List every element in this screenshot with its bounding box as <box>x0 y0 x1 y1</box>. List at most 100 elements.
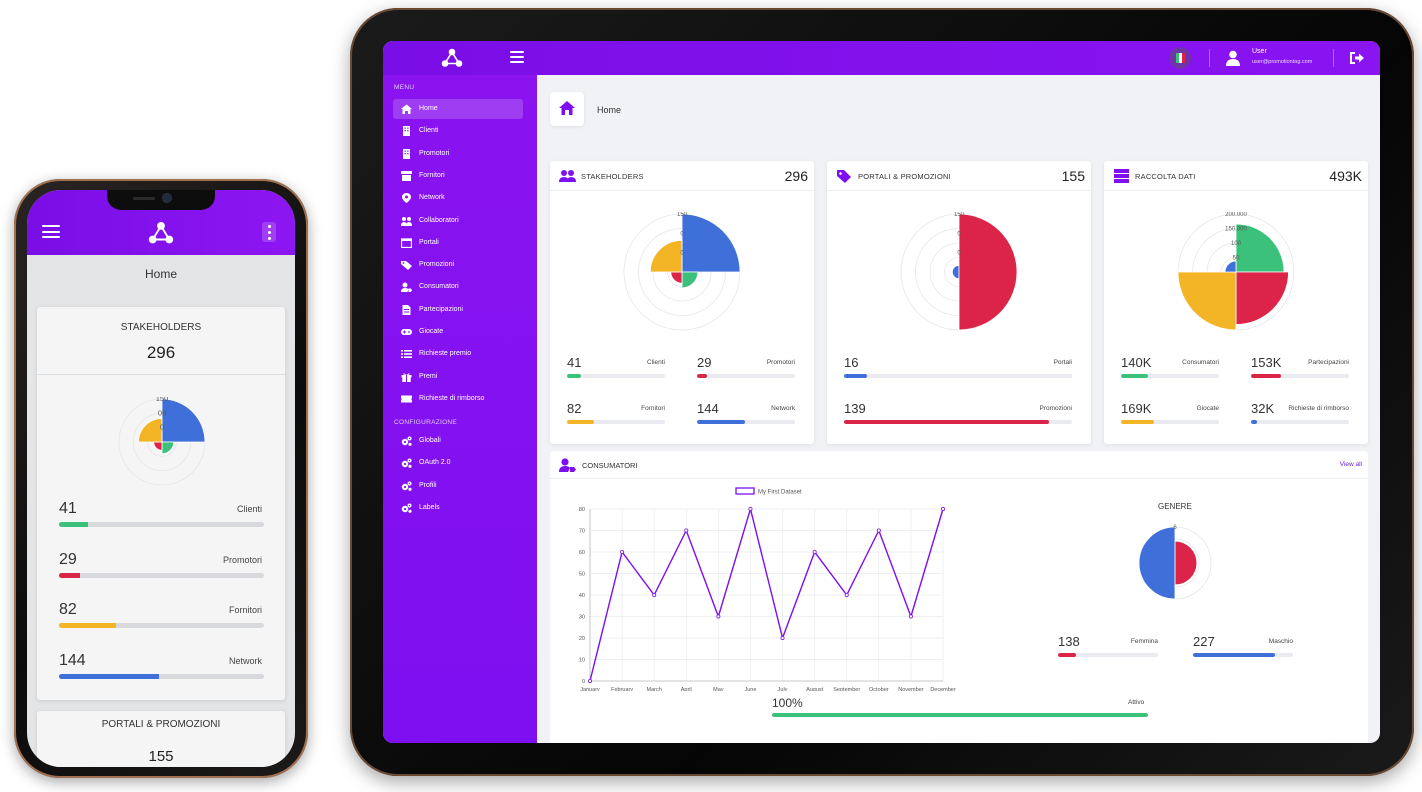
sidebar-heading-config: CONFIGURAZIONE <box>394 419 458 426</box>
sidebar-item-label: Labels <box>419 503 440 511</box>
tablet-screen: User user@promotiontag.com MENU Home Clie… <box>383 41 1380 743</box>
cogs-icon <box>401 503 412 513</box>
sidebar-item-promozioni[interactable]: Promozioni <box>393 255 523 275</box>
sidebar-item-label: OAuth 2.0 <box>419 459 451 467</box>
stat-progress-bar <box>697 420 795 424</box>
view-all-link[interactable]: View all <box>1339 461 1362 468</box>
card-header: CONSUMATORI View all <box>550 451 1368 479</box>
sidebar-item-label: Richieste di rimborso <box>419 394 485 402</box>
polar-slice <box>1174 540 1198 586</box>
sidebar-item-globali[interactable]: Globali <box>393 431 523 451</box>
hamburger-menu-icon[interactable] <box>42 225 60 239</box>
user-icon[interactable] <box>1226 50 1240 66</box>
header-divider <box>1209 49 1210 67</box>
card-title: STAKEHOLDERS <box>120 322 202 333</box>
sidebar-item-network[interactable]: Network <box>393 188 523 208</box>
polar-tick-label: 0 <box>680 251 684 257</box>
x-tick-label: May <box>713 687 724 691</box>
sidebar-item-clienti[interactable]: Clienti <box>393 121 523 141</box>
y-tick-label: 10 <box>579 658 585 664</box>
phone-frame: Home STAKEHOLDERS 296 150 00 0 41 Clienti 29… <box>14 179 308 778</box>
consumatori-line-chart: My First Dataset 0 10 20 30 40 50 60 70 80 January… <box>579 487 956 691</box>
users-icon <box>559 170 576 182</box>
gamepad-icon <box>401 329 412 335</box>
stat-progress-fill <box>1121 420 1155 424</box>
data-point[interactable] <box>812 550 817 555</box>
data-point[interactable] <box>876 528 881 533</box>
stat-value: 41 <box>567 355 582 370</box>
sidebar-item-profili[interactable]: Profili <box>393 476 523 496</box>
cogs-icon <box>401 481 412 491</box>
data-point[interactable] <box>748 506 753 511</box>
sidebar-item-premi[interactable]: Premi <box>393 367 523 387</box>
sidebar-item-consumatori[interactable]: Consumatori <box>393 277 523 297</box>
italy-flag-icon[interactable] <box>1169 47 1191 69</box>
y-tick-label: 60 <box>579 550 585 556</box>
stakeholders-card: STAKEHOLDERS 296 150 00 0 41 Clienti 29 Promo… <box>37 307 285 700</box>
sidebar-item-label: Giocate <box>419 328 444 335</box>
polar-slice <box>1138 526 1176 600</box>
polar-slice <box>161 398 206 443</box>
triad-logo-icon[interactable] <box>148 221 174 245</box>
data-point[interactable] <box>908 614 913 619</box>
polar-slice <box>649 239 683 273</box>
sidebar-item-label: Clienti <box>419 127 439 135</box>
sidebar-item-labels[interactable]: Labels <box>393 498 523 518</box>
card-title: CONSUMATORI <box>582 461 638 470</box>
polar-tick-label: 150 <box>156 397 169 403</box>
attivo-value: 100% <box>772 696 803 710</box>
data-point[interactable] <box>844 593 849 598</box>
more-options-icon[interactable] <box>262 222 276 242</box>
sidebar-item-oauth-2-0[interactable]: OAuth 2.0 <box>393 453 523 473</box>
logout-icon[interactable] <box>1349 50 1365 66</box>
stat-progress-bar <box>844 420 1072 424</box>
breadcrumb-home-icon[interactable] <box>550 92 584 126</box>
sidebar-item-richieste-premio[interactable]: Richieste premio <box>393 344 523 364</box>
polar-tick-label: 0 <box>680 231 684 237</box>
sidebar-item-home[interactable]: Home <box>393 99 523 119</box>
sidebar-item-partecipazioni[interactable]: Partecipazioni <box>393 300 523 320</box>
card-title: PORTALI & PROMOZIONI <box>858 172 951 181</box>
stat-progress-bar <box>1251 374 1349 378</box>
stat-progress-fill <box>567 374 581 378</box>
page-title: Home <box>144 267 177 281</box>
sidebar-item-portali[interactable]: Portali <box>393 233 523 253</box>
user-name[interactable]: User <box>1252 48 1267 55</box>
stat-progress-bar <box>844 374 1072 378</box>
genere-stat-label: Femmina <box>1130 638 1158 645</box>
sidebar-item-label: Consumatori <box>419 283 459 291</box>
stat-progress-bar <box>1251 420 1349 424</box>
sidebar-item-promotori[interactable]: Promotori <box>393 144 523 164</box>
data-point[interactable] <box>684 528 689 533</box>
polar-tick-label: 0 <box>957 231 961 237</box>
consumatori-card: CONSUMATORI View all My First Dataset 0 10… <box>550 451 1368 743</box>
data-point[interactable] <box>780 635 785 640</box>
top-header-bar: User user@promotiontag.com <box>383 41 1380 75</box>
data-point[interactable] <box>940 506 945 511</box>
polar-tick-label: 150 <box>954 212 965 218</box>
polar-area-chart: 150 0 0 <box>900 212 1018 331</box>
x-tick-label: June <box>744 687 756 691</box>
stat-progress-bar <box>567 420 665 424</box>
stat-progress-fill <box>1251 374 1282 378</box>
polar-tick-label: 200.000 <box>1225 212 1247 218</box>
series-line <box>589 506 944 682</box>
data-point[interactable] <box>652 593 657 598</box>
sidebar-item-fornitori[interactable]: Fornitori <box>393 166 523 186</box>
stat-value: 82 <box>567 401 582 416</box>
data-point[interactable] <box>716 614 721 619</box>
sidebar-item-label: Home <box>419 105 438 112</box>
sidebar-item-richieste-di-rimborso[interactable]: Richieste di rimborso <box>393 389 523 409</box>
gift-icon <box>401 372 412 382</box>
sidebar-item-giocate[interactable]: Giocate <box>393 322 523 342</box>
sidebar-item-label: Fornitori <box>419 171 445 179</box>
polar-slice <box>153 441 163 451</box>
sidebar-item-collaboratori[interactable]: Collaboratori <box>393 211 523 231</box>
data-point[interactable] <box>620 550 625 555</box>
hamburger-menu-icon[interactable] <box>510 51 524 63</box>
triad-logo-icon[interactable] <box>441 48 463 68</box>
data-point[interactable] <box>588 678 593 683</box>
genere-stat-value: 138 <box>1058 634 1080 649</box>
sidebar-item-label: Richieste premio <box>419 350 472 358</box>
